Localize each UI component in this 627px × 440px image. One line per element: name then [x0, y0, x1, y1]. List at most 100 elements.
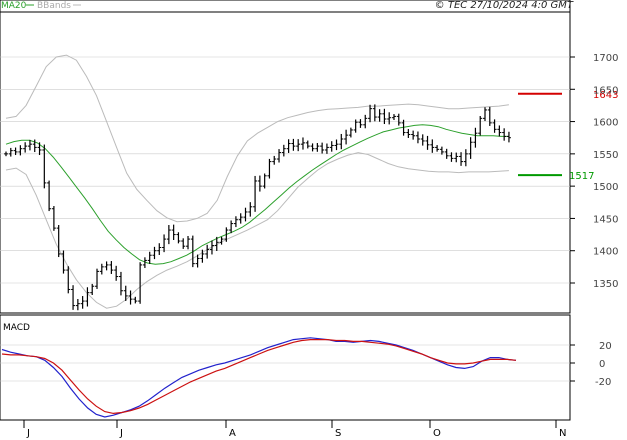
price-bar	[85, 287, 90, 307]
price-bar	[425, 135, 430, 150]
price-bar	[66, 266, 71, 294]
price-bar	[171, 224, 176, 240]
price-bar	[310, 143, 315, 152]
price-bar	[75, 299, 80, 311]
price-bar	[344, 129, 349, 145]
price-bar	[454, 152, 459, 163]
price-bar	[363, 114, 368, 129]
macd-y-axis: 20 0 -20	[570, 341, 612, 388]
macd-panel-frame	[0, 314, 571, 421]
price-bar	[190, 235, 195, 268]
price-bar	[176, 232, 181, 244]
price-bar	[497, 125, 502, 137]
x-tick-label: S	[335, 428, 341, 439]
price-bar	[348, 127, 353, 138]
price-bar	[205, 244, 210, 259]
price-bar	[90, 283, 95, 296]
price-bar	[262, 173, 267, 189]
macd-tick-label: 20	[599, 341, 612, 352]
price-bar	[291, 138, 296, 151]
price-bar	[162, 234, 167, 253]
price-bar	[13, 147, 18, 156]
price-bar	[114, 265, 119, 281]
price-bar	[209, 240, 214, 255]
price-bar	[478, 116, 483, 136]
x-tick-label: O	[433, 428, 441, 439]
macd-tick-label: -20	[595, 377, 611, 388]
price-bar	[37, 142, 42, 156]
x-tick-label: N	[559, 428, 566, 439]
price-bar	[401, 119, 406, 136]
price-bar	[353, 119, 358, 133]
price-bar	[377, 109, 382, 122]
price-bar	[459, 152, 464, 166]
price-bar	[324, 143, 329, 154]
price-bar	[181, 238, 186, 249]
price-bar	[253, 175, 258, 212]
price-bar	[406, 129, 411, 138]
price-bar	[80, 296, 85, 309]
price-bar	[214, 236, 219, 251]
price-bar	[166, 225, 171, 245]
price-bar	[138, 262, 143, 304]
price-bar	[396, 113, 401, 126]
ma20-path	[5, 124, 509, 265]
price-bar	[133, 296, 138, 304]
copyright-text: © TEC 27/10/2024 4:0 GMT	[435, 0, 574, 11]
price-bar	[56, 225, 61, 258]
price-bar	[420, 134, 425, 146]
price-bar	[487, 106, 492, 126]
price-gridlines	[0, 56, 570, 284]
price-bar	[277, 149, 282, 163]
price-bar	[315, 143, 320, 152]
price-bar	[339, 133, 344, 150]
price-bar	[32, 139, 37, 153]
price-bar	[8, 147, 13, 157]
price-bar	[123, 285, 128, 301]
price-bar	[95, 268, 100, 289]
macd-line	[1, 337, 517, 418]
signal-line	[1, 339, 517, 415]
price-bar	[449, 152, 454, 162]
price-bar	[128, 290, 133, 305]
price-tick-label: 1500	[593, 182, 618, 193]
macd-lines	[1, 337, 517, 418]
x-tick-label: J	[119, 428, 123, 439]
x-tick-label: A	[229, 428, 236, 439]
price-bar	[42, 144, 47, 189]
price-bar	[229, 220, 234, 234]
legend-bbands: BBands	[37, 1, 71, 11]
price-y-axis: 1350 1400 1450 1500 1550 1600 1650 1700	[570, 53, 618, 290]
ma20-line	[5, 124, 509, 265]
price-bar	[463, 149, 468, 167]
price-bar	[334, 139, 339, 151]
price-bar	[483, 107, 487, 122]
price-bar	[257, 175, 262, 192]
price-tick-label: 1700	[593, 53, 618, 64]
price-tick-label: 1550	[593, 150, 618, 161]
price-bars	[4, 104, 511, 311]
price-bar	[492, 119, 497, 133]
price-bar	[435, 145, 440, 152]
price-bar	[142, 257, 147, 269]
price-tick-label: 1650	[593, 85, 618, 96]
price-tick-label: 1350	[593, 279, 618, 290]
price-bar	[147, 251, 152, 264]
price-bar	[281, 144, 286, 157]
price-bar	[109, 261, 114, 274]
price-bar	[391, 114, 396, 121]
price-bar	[430, 139, 435, 153]
price-bar	[104, 261, 109, 271]
price-bar	[305, 140, 310, 149]
price-bar	[372, 104, 377, 122]
price-bar	[368, 104, 373, 123]
price-bar	[71, 285, 76, 310]
price-bar	[243, 207, 248, 222]
price-bar	[18, 145, 23, 156]
price-bar	[439, 146, 444, 155]
bbands-upper-line	[5, 54, 509, 223]
price-bar	[444, 148, 449, 159]
price-bar	[387, 112, 392, 125]
price-tick-label: 1400	[593, 247, 618, 258]
